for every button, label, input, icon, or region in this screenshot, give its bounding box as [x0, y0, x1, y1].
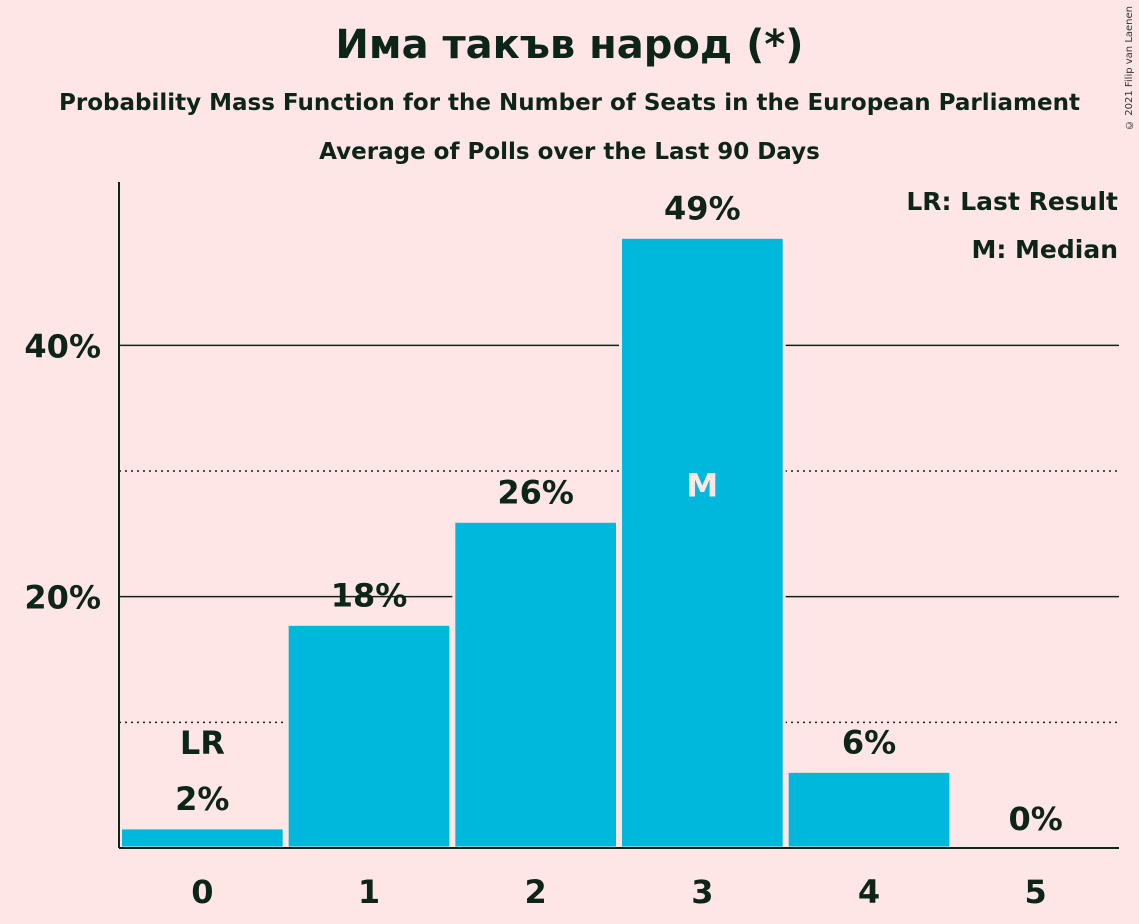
chart-title: Има такъв народ (*) [335, 22, 804, 68]
axes [118, 182, 1119, 849]
data-label: 0% [1009, 800, 1063, 838]
legend-last-result: LR: Last Result [906, 187, 1118, 216]
data-label: 49% [664, 189, 741, 227]
x-tick-labels: 0 1 2 3 4 5 [191, 873, 1047, 911]
x-tick-label: 0 [191, 873, 213, 911]
data-label: 18% [331, 576, 408, 614]
x-tick-label: 4 [858, 873, 880, 911]
y-tick-label: 40% [24, 327, 101, 365]
data-labels: 2% LR 18% 26% 49% M 6% 0% [175, 189, 1063, 838]
data-label: 26% [497, 473, 574, 511]
x-tick-label: 1 [358, 873, 380, 911]
bar [619, 235, 786, 850]
last-result-marker: LR [180, 724, 225, 762]
legend-median: M: Median [971, 235, 1118, 264]
data-label: 2% [175, 780, 229, 818]
median-marker: M [686, 467, 718, 505]
bar [785, 769, 953, 850]
y-tick-label: 20% [24, 579, 101, 617]
x-tick-label: 5 [1025, 873, 1047, 911]
bar [452, 519, 620, 850]
legend: LR: Last Result M: Median [906, 187, 1118, 264]
bar [285, 622, 453, 850]
chart-subtitle: Probability Mass Function for the Number… [59, 90, 1080, 116]
x-tick-label: 3 [691, 873, 713, 911]
data-label: 6% [842, 723, 896, 761]
bars [119, 235, 953, 850]
x-tick-label: 2 [525, 873, 547, 911]
bar [119, 826, 286, 850]
y-tick-labels: 20% 40% [24, 327, 101, 616]
chart-subtitle-period: Average of Polls over the Last 90 Days [319, 139, 820, 165]
